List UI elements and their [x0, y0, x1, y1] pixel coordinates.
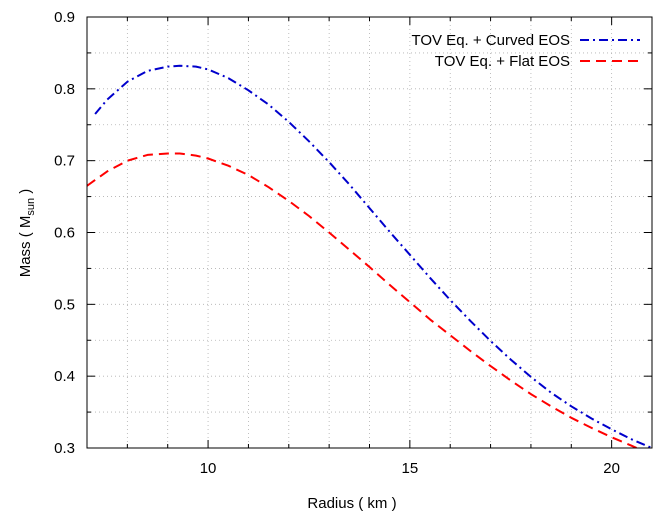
x-tick-label: 10	[200, 460, 217, 477]
x-tick-label: 15	[402, 460, 419, 477]
x-tick-label: 20	[603, 460, 620, 477]
y-tick-label: 0.9	[54, 9, 75, 26]
y-axis-label: Mass ( Msun )	[17, 189, 37, 278]
legend: TOV Eq. + Curved EOS TOV Eq. + Flat EOS	[411, 32, 640, 70]
series-layer	[87, 64, 652, 448]
y-tick-label: 0.8	[54, 81, 75, 98]
y-tick-label: 0.7	[54, 153, 75, 170]
y-tick-label: 0.5	[54, 296, 75, 313]
legend-label: TOV Eq. + Flat EOS	[435, 53, 570, 70]
y-tick-label: 0.3	[54, 440, 75, 457]
series-line-2	[87, 152, 640, 448]
y-tick-label: 0.4	[54, 368, 75, 385]
ticks: 0.3 0.4 0.5 0.6 0.7 0.8 0.9 10 15 20	[54, 9, 653, 477]
grid	[86, 16, 653, 449]
series-line-1	[94, 64, 652, 448]
y-tick-label: 0.6	[54, 225, 75, 242]
x-axis-label: Radius ( km )	[307, 495, 396, 512]
legend-label: TOV Eq. + Curved EOS	[411, 32, 570, 49]
